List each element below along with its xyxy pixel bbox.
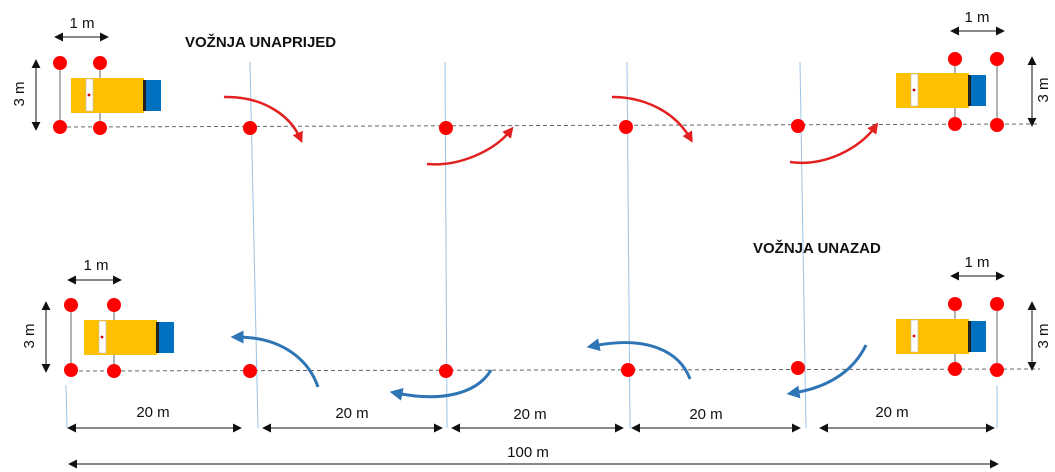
cone [53,56,67,70]
label-20m: 20 m [335,405,368,422]
dimension-3m-bottom-right: 3 m [1027,301,1052,371]
cone [791,119,805,133]
reverse-slalom-cones [243,361,805,378]
truck-reverse-start [84,320,174,355]
dimension-20m-4: 20 m [631,406,801,433]
cone [791,361,805,375]
cone [948,362,962,376]
label-1m: 1 m [964,254,989,271]
cone [439,364,453,378]
cone [107,364,121,378]
cone [948,52,962,66]
forward-arrows [223,95,879,166]
label-100m: 100 m [507,444,549,461]
dimension-20m-5: 20 m [819,404,995,433]
dimension-3m-bottom-left: 3 m [21,301,51,373]
label-3m: 3 m [11,81,28,106]
reverse-end-cone-box [948,297,1004,377]
cone [107,298,121,312]
cone [990,363,1004,377]
cone [243,121,257,135]
cone [948,297,962,311]
reverse-start-cone-box [64,298,121,378]
cone [64,363,78,377]
cone [93,121,107,135]
label-3m: 3 m [21,323,38,348]
forward-start-cone-box [53,56,107,135]
dimension-1m-bottom-right: 1 m [950,254,1005,281]
cone [619,120,633,134]
label-20m: 20 m [875,404,908,421]
cone [53,120,67,134]
label-3m: 3 m [1035,323,1052,348]
cone [93,56,107,70]
label-20m: 20 m [689,406,722,423]
label-1m: 1 m [69,15,94,32]
dimension-20m-3: 20 m [451,406,624,433]
label-20m: 20 m [513,406,546,423]
label-1m: 1 m [83,257,108,274]
reverse-title: VOŽNJA UNAZAD [753,239,881,257]
segment-dimensions: 20 m 20 m 20 m 20 m 20 m [67,404,995,433]
dimension-3m-top-right: 3 m [1027,56,1052,127]
cone [948,117,962,131]
dimension-3m-top-left: 3 m [11,59,41,131]
cone [990,118,1004,132]
dimension-100m-total: 100 m [68,444,999,469]
cone [990,297,1004,311]
forward-slalom-cones [243,119,805,135]
cone [243,364,257,378]
cone [439,121,453,135]
truck-forward-start [71,78,161,113]
dimension-1m-bottom-left: 1 m [67,257,122,285]
cone [64,298,78,312]
reverse-arrows [230,330,868,401]
dimension-20m-2: 20 m [262,405,443,433]
label-1m: 1 m [964,9,989,26]
label-3m: 3 m [1035,77,1052,102]
forward-title: VOŽNJA UNAPRIJED [185,33,336,51]
course-center-lines [59,123,1041,372]
forward-end-cone-box [948,52,1004,132]
cone [621,363,635,377]
truck-reverse-end [896,319,986,354]
dimension-1m-top-left: 1 m [54,15,109,42]
dimension-1m-top-right: 1 m [950,9,1005,36]
cone [990,52,1004,66]
dimension-20m-1: 20 m [67,404,242,433]
label-20m: 20 m [136,404,169,421]
truck-forward-end [896,73,986,108]
